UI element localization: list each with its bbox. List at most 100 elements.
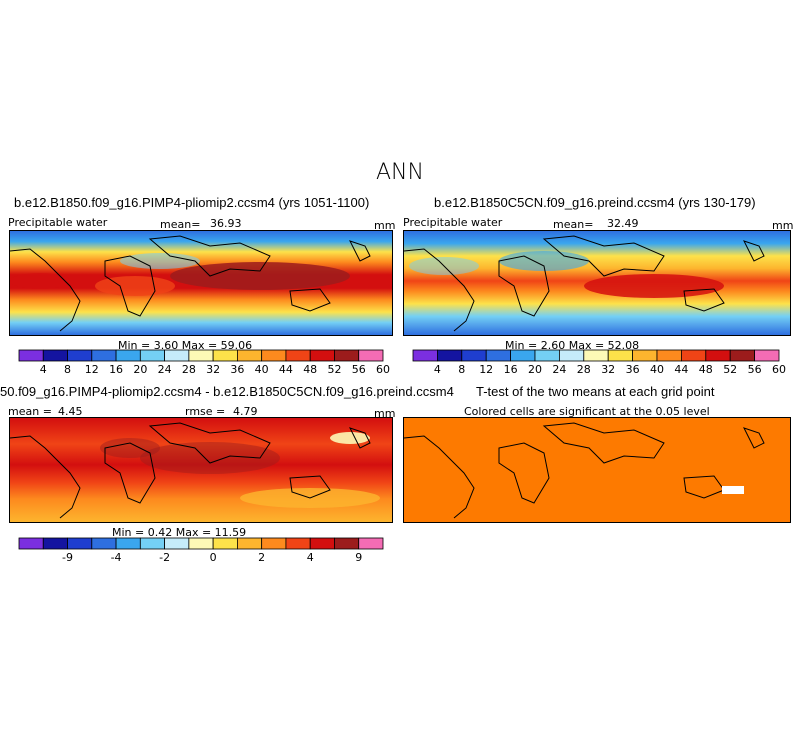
panel1-title: b.e12.B1850.f09_g16.PIMP4-pliomip2.ccsm4…: [14, 195, 370, 210]
colorbar-swatch: [285, 349, 311, 362]
colorbar-tick-label: 4: [40, 363, 47, 376]
colorbar-swatch: [285, 537, 311, 550]
colorbar-swatch: [139, 537, 166, 550]
colorbar-swatch: [164, 537, 190, 550]
colorbar-tick-label: -4: [111, 551, 122, 564]
colorbar-tick-label: 44: [279, 363, 293, 376]
colorbar-swatch: [212, 537, 238, 550]
colorbar-tick-label: -9: [62, 551, 73, 564]
panel3-colorbar: -9 -4 -2 0 2 4 9: [18, 537, 384, 564]
colorbar-swatch: [534, 349, 560, 362]
colorbar-tick-label: 0: [210, 551, 217, 564]
colorbar-tick-label: -2: [159, 551, 170, 564]
panel3-units: mm: [374, 407, 396, 420]
colorbar-swatch: [42, 349, 68, 362]
colorbar-swatch: [42, 537, 68, 550]
panel4-title: T-test of the two means at each grid poi…: [476, 384, 715, 399]
panel3-title: 50.f09_g16.PIMP4-pliomip2.ccsm4 - b.e12.…: [0, 384, 454, 399]
colorbar-tick-label: 60: [376, 363, 390, 376]
colorbar-swatch: [309, 537, 335, 550]
colorbar-swatch: [510, 349, 536, 362]
colorbar-swatch: [358, 349, 384, 362]
colorbar-swatch: [261, 537, 287, 550]
panel2-minmax: Min = 2.60 Max = 52.08: [505, 339, 640, 352]
colorbar-swatch: [115, 537, 141, 550]
colorbar-swatch: [583, 349, 609, 362]
panel3-mean-label: mean =: [8, 405, 52, 418]
panel1-mean-value: 36.93: [210, 217, 242, 230]
colorbar-swatch: [485, 349, 511, 362]
colorbar-tick-label: 16: [504, 363, 518, 376]
colorbar-tick-label: 40: [255, 363, 269, 376]
panel2-title: b.e12.B1850C5CN.f09_g16.preind.ccsm4 (yr…: [434, 195, 756, 210]
colorbar-tick-label: 12: [479, 363, 493, 376]
colorbar-tick-label: 2: [258, 551, 265, 564]
colorbar-tick-label: 20: [133, 363, 147, 376]
colorbar-swatch: [461, 349, 487, 362]
colorbar-tick-label: 24: [552, 363, 566, 376]
colorbar-tick-label: 40: [650, 363, 664, 376]
colorbar-tick-label: 32: [206, 363, 220, 376]
colorbar-swatch: [18, 537, 44, 550]
colorbar-swatch: [188, 537, 214, 550]
panel2-units: mm: [772, 219, 794, 232]
panel2-mean-value: 32.49: [607, 217, 639, 230]
colorbar-swatch: [236, 349, 263, 362]
colorbar-tick-label: 36: [626, 363, 640, 376]
colorbar-tick-label: 60: [772, 363, 786, 376]
colorbar-tick-label: 28: [577, 363, 591, 376]
colorbar-swatch: [680, 349, 707, 362]
colorbar-swatch: [91, 537, 117, 550]
colorbar-swatch: [115, 349, 141, 362]
colorbar-swatch: [607, 349, 633, 362]
panel2-colorbar: 4 8 12 16 20 24 28 32 36 40 44 48 52 56 60: [412, 349, 786, 376]
colorbar-swatch: [188, 349, 214, 362]
panel1-variable: Precipitable water: [8, 216, 108, 229]
colorbar-swatch: [334, 537, 360, 550]
panel2-mean-label: mean=: [553, 218, 594, 231]
colorbar-swatch: [729, 349, 756, 362]
panel3-minmax: Min = 0.42 Max = 11.59: [112, 526, 247, 539]
panel1-mean-label: mean=: [160, 218, 201, 231]
colorbar-swatch: [705, 349, 731, 362]
panel3-rmse-value: 4.79: [233, 405, 258, 418]
panel1-colorbar: 4 8 12 16 20 24 28 32 36 40 44 48 52 56 60: [18, 349, 390, 376]
panel2-map: [403, 230, 791, 336]
colorbar-swatch: [91, 349, 117, 362]
colorbar-swatch: [139, 349, 166, 362]
colorbar-swatch: [261, 349, 287, 362]
colorbar-tick-label: 44: [674, 363, 688, 376]
panel2-variable: Precipitable water: [403, 216, 503, 229]
colorbar-tick-label: 28: [182, 363, 196, 376]
colorbar-swatch: [67, 537, 93, 550]
colorbar-swatch: [309, 349, 335, 362]
panel3-map: [9, 417, 393, 523]
colorbar-tick-label: 56: [352, 363, 366, 376]
colorbar-tick-label: 12: [85, 363, 99, 376]
colorbar-tick-label: 9: [355, 551, 362, 564]
colorbar-swatch: [334, 349, 360, 362]
colorbar-swatch: [412, 349, 438, 362]
colorbar-swatch: [558, 349, 585, 362]
colorbar-tick-label: 52: [327, 363, 341, 376]
colorbar-tick-label: 20: [528, 363, 542, 376]
colorbar-swatch: [436, 349, 463, 362]
panel4-subtitle: Colored cells are significant at the 0.0…: [464, 405, 710, 418]
colorbar-tick-label: 32: [601, 363, 615, 376]
panel1-units: mm: [374, 219, 396, 232]
colorbar-swatch: [164, 349, 190, 362]
colorbar-tick-label: 48: [699, 363, 713, 376]
colorbar-tick-label: 48: [303, 363, 317, 376]
colorbar-swatch: [358, 537, 384, 550]
figure-title: ANN: [376, 160, 424, 185]
panel4-map: [403, 417, 791, 523]
colorbar-swatch: [18, 349, 44, 362]
colorbar-swatch: [212, 349, 238, 362]
panel3-rmse-label: rmse =: [185, 405, 226, 418]
panel3-mean-value: 4.45: [58, 405, 83, 418]
panel1-map: [9, 230, 393, 336]
colorbar-tick-label: 56: [748, 363, 762, 376]
colorbar-tick-label: 36: [230, 363, 244, 376]
colorbar-swatch: [236, 537, 263, 550]
colorbar-tick-label: 4: [434, 363, 441, 376]
